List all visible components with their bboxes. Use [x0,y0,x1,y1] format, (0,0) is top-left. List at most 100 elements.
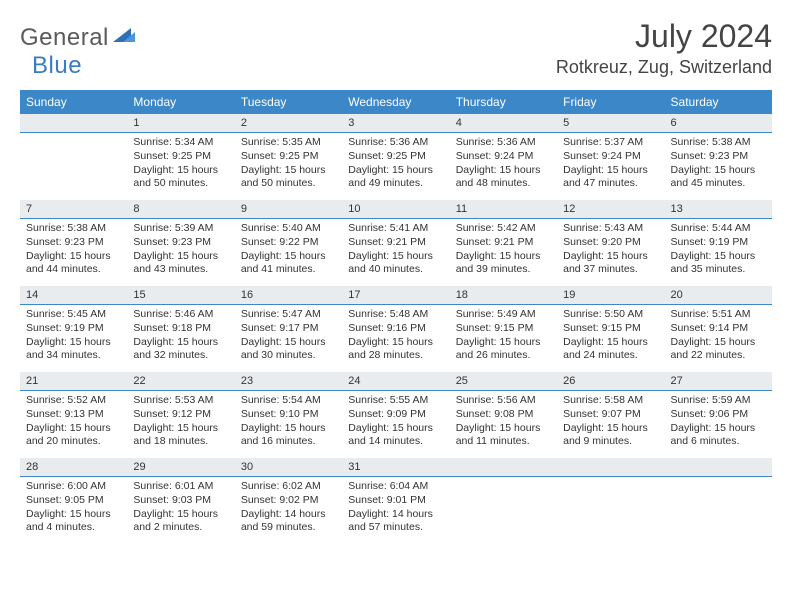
sunrise-text: Sunrise: 5:39 AM [133,222,228,236]
calendar-cell: 16Sunrise: 5:47 AMSunset: 9:17 PMDayligh… [235,286,342,372]
day-number [20,114,127,133]
calendar-cell: 5Sunrise: 5:37 AMSunset: 9:24 PMDaylight… [557,114,664,200]
daylight-text: Daylight: 15 hours and 44 minutes. [26,250,121,277]
sunset-text: Sunset: 9:20 PM [563,236,658,250]
sunset-text: Sunset: 9:02 PM [241,494,336,508]
sunset-text: Sunset: 9:08 PM [456,408,551,422]
daylight-text: Daylight: 15 hours and 22 minutes. [671,336,766,363]
weekday-header: Friday [557,90,664,114]
daylight-text: Daylight: 15 hours and 35 minutes. [671,250,766,277]
sunset-text: Sunset: 9:13 PM [26,408,121,422]
sunset-text: Sunset: 9:03 PM [133,494,228,508]
weekday-header: Monday [127,90,234,114]
calendar-cell: 12Sunrise: 5:43 AMSunset: 9:20 PMDayligh… [557,200,664,286]
weekday-header: Thursday [450,90,557,114]
day-details: Sunrise: 6:04 AMSunset: 9:01 PMDaylight:… [342,477,449,537]
weekday-header: Sunday [20,90,127,114]
calendar-cell: 2Sunrise: 5:35 AMSunset: 9:25 PMDaylight… [235,114,342,200]
calendar-cell: 30Sunrise: 6:02 AMSunset: 9:02 PMDayligh… [235,458,342,544]
sunrise-text: Sunrise: 5:40 AM [241,222,336,236]
day-number: 8 [127,200,234,219]
sunrise-text: Sunrise: 5:53 AM [133,394,228,408]
sunrise-text: Sunrise: 5:47 AM [241,308,336,322]
day-number: 9 [235,200,342,219]
calendar-table: SundayMondayTuesdayWednesdayThursdayFrid… [20,90,772,544]
day-number: 12 [557,200,664,219]
day-number: 21 [20,372,127,391]
day-number: 16 [235,286,342,305]
sunset-text: Sunset: 9:12 PM [133,408,228,422]
sunrise-text: Sunrise: 5:36 AM [456,136,551,150]
calendar-cell: 11Sunrise: 5:42 AMSunset: 9:21 PMDayligh… [450,200,557,286]
sunrise-text: Sunrise: 5:36 AM [348,136,443,150]
day-number: 25 [450,372,557,391]
day-details: Sunrise: 5:38 AMSunset: 9:23 PMDaylight:… [20,219,127,279]
sunset-text: Sunset: 9:23 PM [26,236,121,250]
sunrise-text: Sunrise: 5:43 AM [563,222,658,236]
calendar-cell: 14 Sunrise: 5:45 AMSunset: 9:19 PMDayligh… [20,286,127,372]
sunrise-text: Sunrise: 5:35 AM [241,136,336,150]
sunset-text: Sunset: 9:17 PM [241,322,336,336]
daylight-text: Daylight: 15 hours and 34 minutes. [26,336,121,363]
calendar-cell: 27Sunrise: 5:59 AMSunset: 9:06 PMDayligh… [665,372,772,458]
day-number: 20 [665,286,772,305]
day-number: 14 [20,286,127,305]
sunset-text: Sunset: 9:18 PM [133,322,228,336]
calendar-cell: 15Sunrise: 5:46 AMSunset: 9:18 PMDayligh… [127,286,234,372]
sunrise-text: Sunrise: 5:34 AM [133,136,228,150]
daylight-text: Daylight: 15 hours and 32 minutes. [133,336,228,363]
weekday-header: Tuesday [235,90,342,114]
day-number [665,458,772,477]
daylight-text: Daylight: 15 hours and 41 minutes. [241,250,336,277]
day-details: Sunrise: 5:38 AMSunset: 9:23 PMDaylight:… [665,133,772,193]
day-number: 1 [127,114,234,133]
daylight-text: Daylight: 15 hours and 28 minutes. [348,336,443,363]
sunset-text: Sunset: 9:25 PM [133,150,228,164]
day-number: 26 [557,372,664,391]
sunrise-text: Sunrise: 5:55 AM [348,394,443,408]
day-number: 24 [342,372,449,391]
calendar-cell [557,458,664,544]
calendar-cell: 9 Sunrise: 5:40 AMSunset: 9:22 PMDaylight… [235,200,342,286]
sunset-text: Sunset: 9:05 PM [26,494,121,508]
sunrise-text: Sunrise: 5:54 AM [241,394,336,408]
sunset-text: Sunset: 9:21 PM [456,236,551,250]
calendar-cell: 7Sunrise: 5:38 AMSunset: 9:23 PMDaylight… [20,200,127,286]
day-details: Sunrise: 5:47 AMSunset: 9:17 PMDaylight:… [235,305,342,365]
day-number: 6 [665,114,772,133]
sunset-text: Sunset: 9:19 PM [26,322,121,336]
day-number: 17 [342,286,449,305]
day-details: Sunrise: 5:59 AMSunset: 9:06 PMDaylight:… [665,391,772,451]
sunrise-text: Sunrise: 5:38 AM [26,222,121,236]
sunrise-text: Sunrise: 6:00 AM [26,480,121,494]
calendar-cell: 1Sunrise: 5:34 AMSunset: 9:25 PMDaylight… [127,114,234,200]
day-details: Sunrise: 5:36 AMSunset: 9:24 PMDaylight:… [450,133,557,193]
calendar-cell: 24 Sunrise: 5:55 AMSunset: 9:09 PMDayligh… [342,372,449,458]
daylight-text: Daylight: 15 hours and 16 minutes. [241,422,336,449]
sunrise-text: Sunrise: 6:04 AM [348,480,443,494]
daylight-text: Daylight: 15 hours and 14 minutes. [348,422,443,449]
day-number [450,458,557,477]
location: Rotkreuz, Zug, Switzerland [556,57,772,78]
sunset-text: Sunset: 9:23 PM [133,236,228,250]
sunrise-text: Sunrise: 5:42 AM [456,222,551,236]
sunrise-text: Sunrise: 5:51 AM [671,308,766,322]
calendar-week: 1Sunrise: 5:34 AMSunset: 9:25 PMDaylight… [20,114,772,200]
day-details: Sunrise: 5:58 AMSunset: 9:07 PMDaylight:… [557,391,664,451]
sunrise-text: Sunrise: 5:45 AM [26,308,121,322]
daylight-text: Daylight: 15 hours and 18 minutes. [133,422,228,449]
calendar-cell: 25Sunrise: 5:56 AMSunset: 9:08 PMDayligh… [450,372,557,458]
sunset-text: Sunset: 9:16 PM [348,322,443,336]
sunset-text: Sunset: 9:01 PM [348,494,443,508]
sunrise-text: Sunrise: 5:41 AM [348,222,443,236]
sunset-text: Sunset: 9:22 PM [241,236,336,250]
day-number: 22 [127,372,234,391]
calendar-cell: 26Sunrise: 5:58 AMSunset: 9:07 PMDayligh… [557,372,664,458]
day-details: Sunrise: 5:56 AMSunset: 9:08 PMDaylight:… [450,391,557,451]
calendar-cell: 28Sunrise: 6:00 AMSunset: 9:05 PMDayligh… [20,458,127,544]
day-number: 11 [450,200,557,219]
calendar-cell: 17Sunrise: 5:48 AMSunset: 9:16 PMDayligh… [342,286,449,372]
day-number: 7 [20,200,127,219]
sunset-text: Sunset: 9:09 PM [348,408,443,422]
sunset-text: Sunset: 9:07 PM [563,408,658,422]
